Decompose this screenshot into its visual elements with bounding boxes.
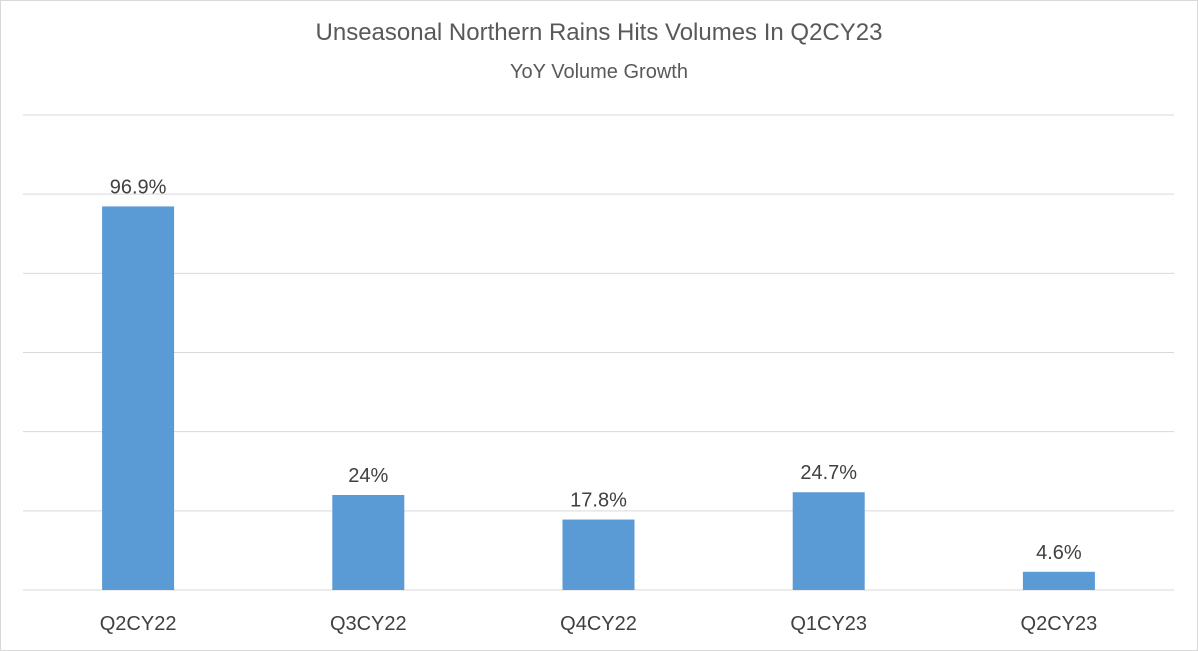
x-tick-label: Q2CY22 <box>100 613 177 635</box>
x-tick-label: Q3CY22 <box>330 613 407 635</box>
x-tick-label: Q2CY23 <box>1021 613 1098 635</box>
data-labels: 96.9% 24% 17.8% 24.7% 4.6% <box>110 176 1082 563</box>
data-label: 24% <box>348 465 388 487</box>
bar-q2cy22 <box>102 206 175 590</box>
x-tick-label: Q4CY22 <box>560 613 637 635</box>
data-label: 96.9% <box>110 176 167 198</box>
bar-q4cy22 <box>562 519 635 590</box>
data-label: 17.8% <box>570 490 627 512</box>
bar-q1cy23 <box>792 492 865 590</box>
bar-q3cy22 <box>332 495 405 590</box>
bars <box>102 206 1095 590</box>
x-tick-label: Q1CY23 <box>790 613 867 635</box>
data-label: 4.6% <box>1036 542 1082 564</box>
chart-subtitle: YoY Volume Growth <box>510 61 688 83</box>
gridlines <box>23 114 1174 591</box>
chart-title: Unseasonal Northern Rains Hits Volumes I… <box>315 19 883 46</box>
data-label: 24.7% <box>800 462 857 484</box>
x-tick-labels: Q2CY22 Q3CY22 Q4CY22 Q1CY23 Q2CY23 <box>100 613 1098 635</box>
bar-q2cy23 <box>1022 571 1095 590</box>
